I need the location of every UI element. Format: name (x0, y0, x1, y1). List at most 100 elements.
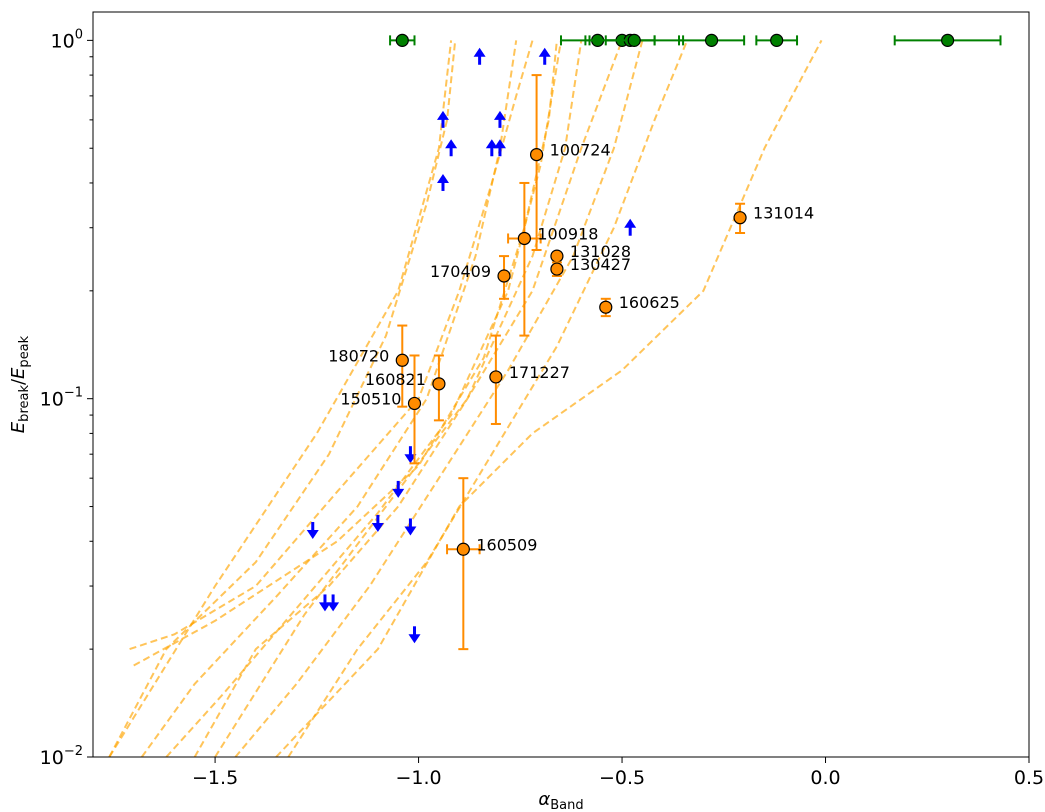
no-break-point (893, 33, 1002, 47)
upper-limit-arrow (408, 626, 421, 644)
lower-limit-arrow (493, 139, 506, 157)
x-tick-label: 0.0 (810, 767, 840, 789)
no-break-point (584, 33, 685, 47)
measured-y-error-bar (458, 477, 469, 651)
point-label: 160625 (619, 293, 680, 312)
x-tick-label: −1.0 (395, 767, 441, 789)
arrow-head (624, 218, 637, 228)
upper-limit-arrow (404, 446, 417, 464)
measured-point: 150510 (340, 354, 422, 465)
y-tick-label: 100 (51, 27, 83, 52)
measured-point: 131014 (733, 202, 814, 235)
measured-point: 100724 (529, 74, 611, 251)
no-break-marker (770, 33, 784, 47)
measured-point: 160821 (365, 354, 446, 422)
point-label: 131028 (570, 242, 631, 261)
track-line (234, 40, 644, 758)
x-tick-label: −0.5 (599, 767, 645, 789)
measured-point: 130427 (550, 255, 631, 277)
no-break-points (389, 33, 1002, 47)
measured-marker (550, 262, 564, 276)
arrow-head (318, 602, 331, 612)
point-label: 150510 (340, 389, 401, 408)
track-line (165, 40, 562, 758)
arrow-head (538, 47, 551, 57)
measured-marker (489, 370, 503, 384)
x-tick-label: 0.5 (1014, 767, 1044, 789)
point-label: 160509 (476, 535, 537, 554)
arrow-head (392, 488, 405, 498)
arrow-head (327, 602, 340, 612)
arrow-head (436, 110, 449, 120)
lower-limit-arrow (493, 110, 506, 128)
measured-marker (529, 147, 544, 162)
point-label: 130427 (570, 255, 631, 274)
no-break-marker (627, 33, 641, 47)
measured-point: 100918 (507, 181, 598, 337)
measured-point: 180720 (328, 324, 409, 408)
measured-marker (733, 211, 747, 225)
y-tick-label: 10−2 (40, 744, 83, 769)
point-label: 171227 (509, 363, 570, 382)
y-axis: 10−2 10−1 100 (40, 27, 93, 769)
point-label: 170409 (430, 262, 491, 281)
track-line (214, 40, 583, 758)
x-axis-title: αBand (538, 789, 583, 812)
arrow-head (493, 139, 506, 149)
measured-marker (599, 300, 613, 314)
arrow-head (306, 530, 319, 540)
no-break-marker (704, 33, 719, 47)
track-line (193, 40, 623, 758)
track-line (133, 40, 558, 667)
upper-limit-arrow (306, 522, 319, 540)
measured-marker (432, 377, 446, 391)
lower-limit-arrow (473, 47, 486, 65)
arrow-head (445, 139, 458, 149)
measured-y-error-bar (531, 74, 542, 251)
point-label: 131014 (753, 204, 814, 223)
measured-marker (407, 396, 422, 411)
no-break-point (755, 33, 799, 47)
arrow-head (404, 454, 417, 464)
measured-point: 131028 (550, 242, 631, 263)
lower-limit-arrow (436, 110, 449, 128)
arrow-head (485, 139, 498, 149)
arrow-head (404, 526, 417, 536)
track-line (129, 40, 534, 651)
arrow-head (493, 110, 506, 120)
point-label: 100724 (550, 141, 611, 160)
measured-point: 171227 (489, 334, 570, 425)
y-axis-title: Ebreak/Epeak (8, 335, 32, 433)
x-tick-label: −1.5 (192, 767, 238, 789)
no-break-point (678, 33, 746, 47)
measured-point: 160625 (599, 293, 680, 318)
arrow-head (436, 173, 449, 183)
measured-marker (456, 542, 470, 556)
y-tick-label: 10−1 (40, 386, 83, 411)
upper-limit-arrow (392, 480, 405, 498)
point-label: 100918 (537, 224, 598, 243)
track-lines (108, 39, 823, 758)
plot-frame (92, 11, 1030, 758)
measured-y-error-bar (519, 181, 530, 337)
lower-limit-arrow (624, 218, 637, 236)
no-break-marker (395, 33, 409, 47)
arrow-head (473, 47, 486, 57)
measured-marker (497, 269, 511, 283)
measured-marker (517, 231, 531, 246)
lower-limit-arrow (485, 139, 498, 157)
track-line (140, 40, 518, 758)
track-line (287, 40, 689, 758)
arrow-head (408, 634, 421, 644)
upper-limit-arrows (306, 446, 421, 644)
measured-point: 160509 (446, 477, 537, 651)
upper-limit-arrow (318, 594, 331, 612)
lower-limit-arrow (445, 139, 458, 157)
upper-limit-arrow (371, 514, 384, 532)
lower-limit-arrow (436, 173, 449, 191)
no-break-marker (941, 33, 955, 47)
measured-marker (550, 249, 564, 263)
x-axis: −1.5 −1.0 −0.5 0.0 0.5 (192, 757, 1044, 789)
